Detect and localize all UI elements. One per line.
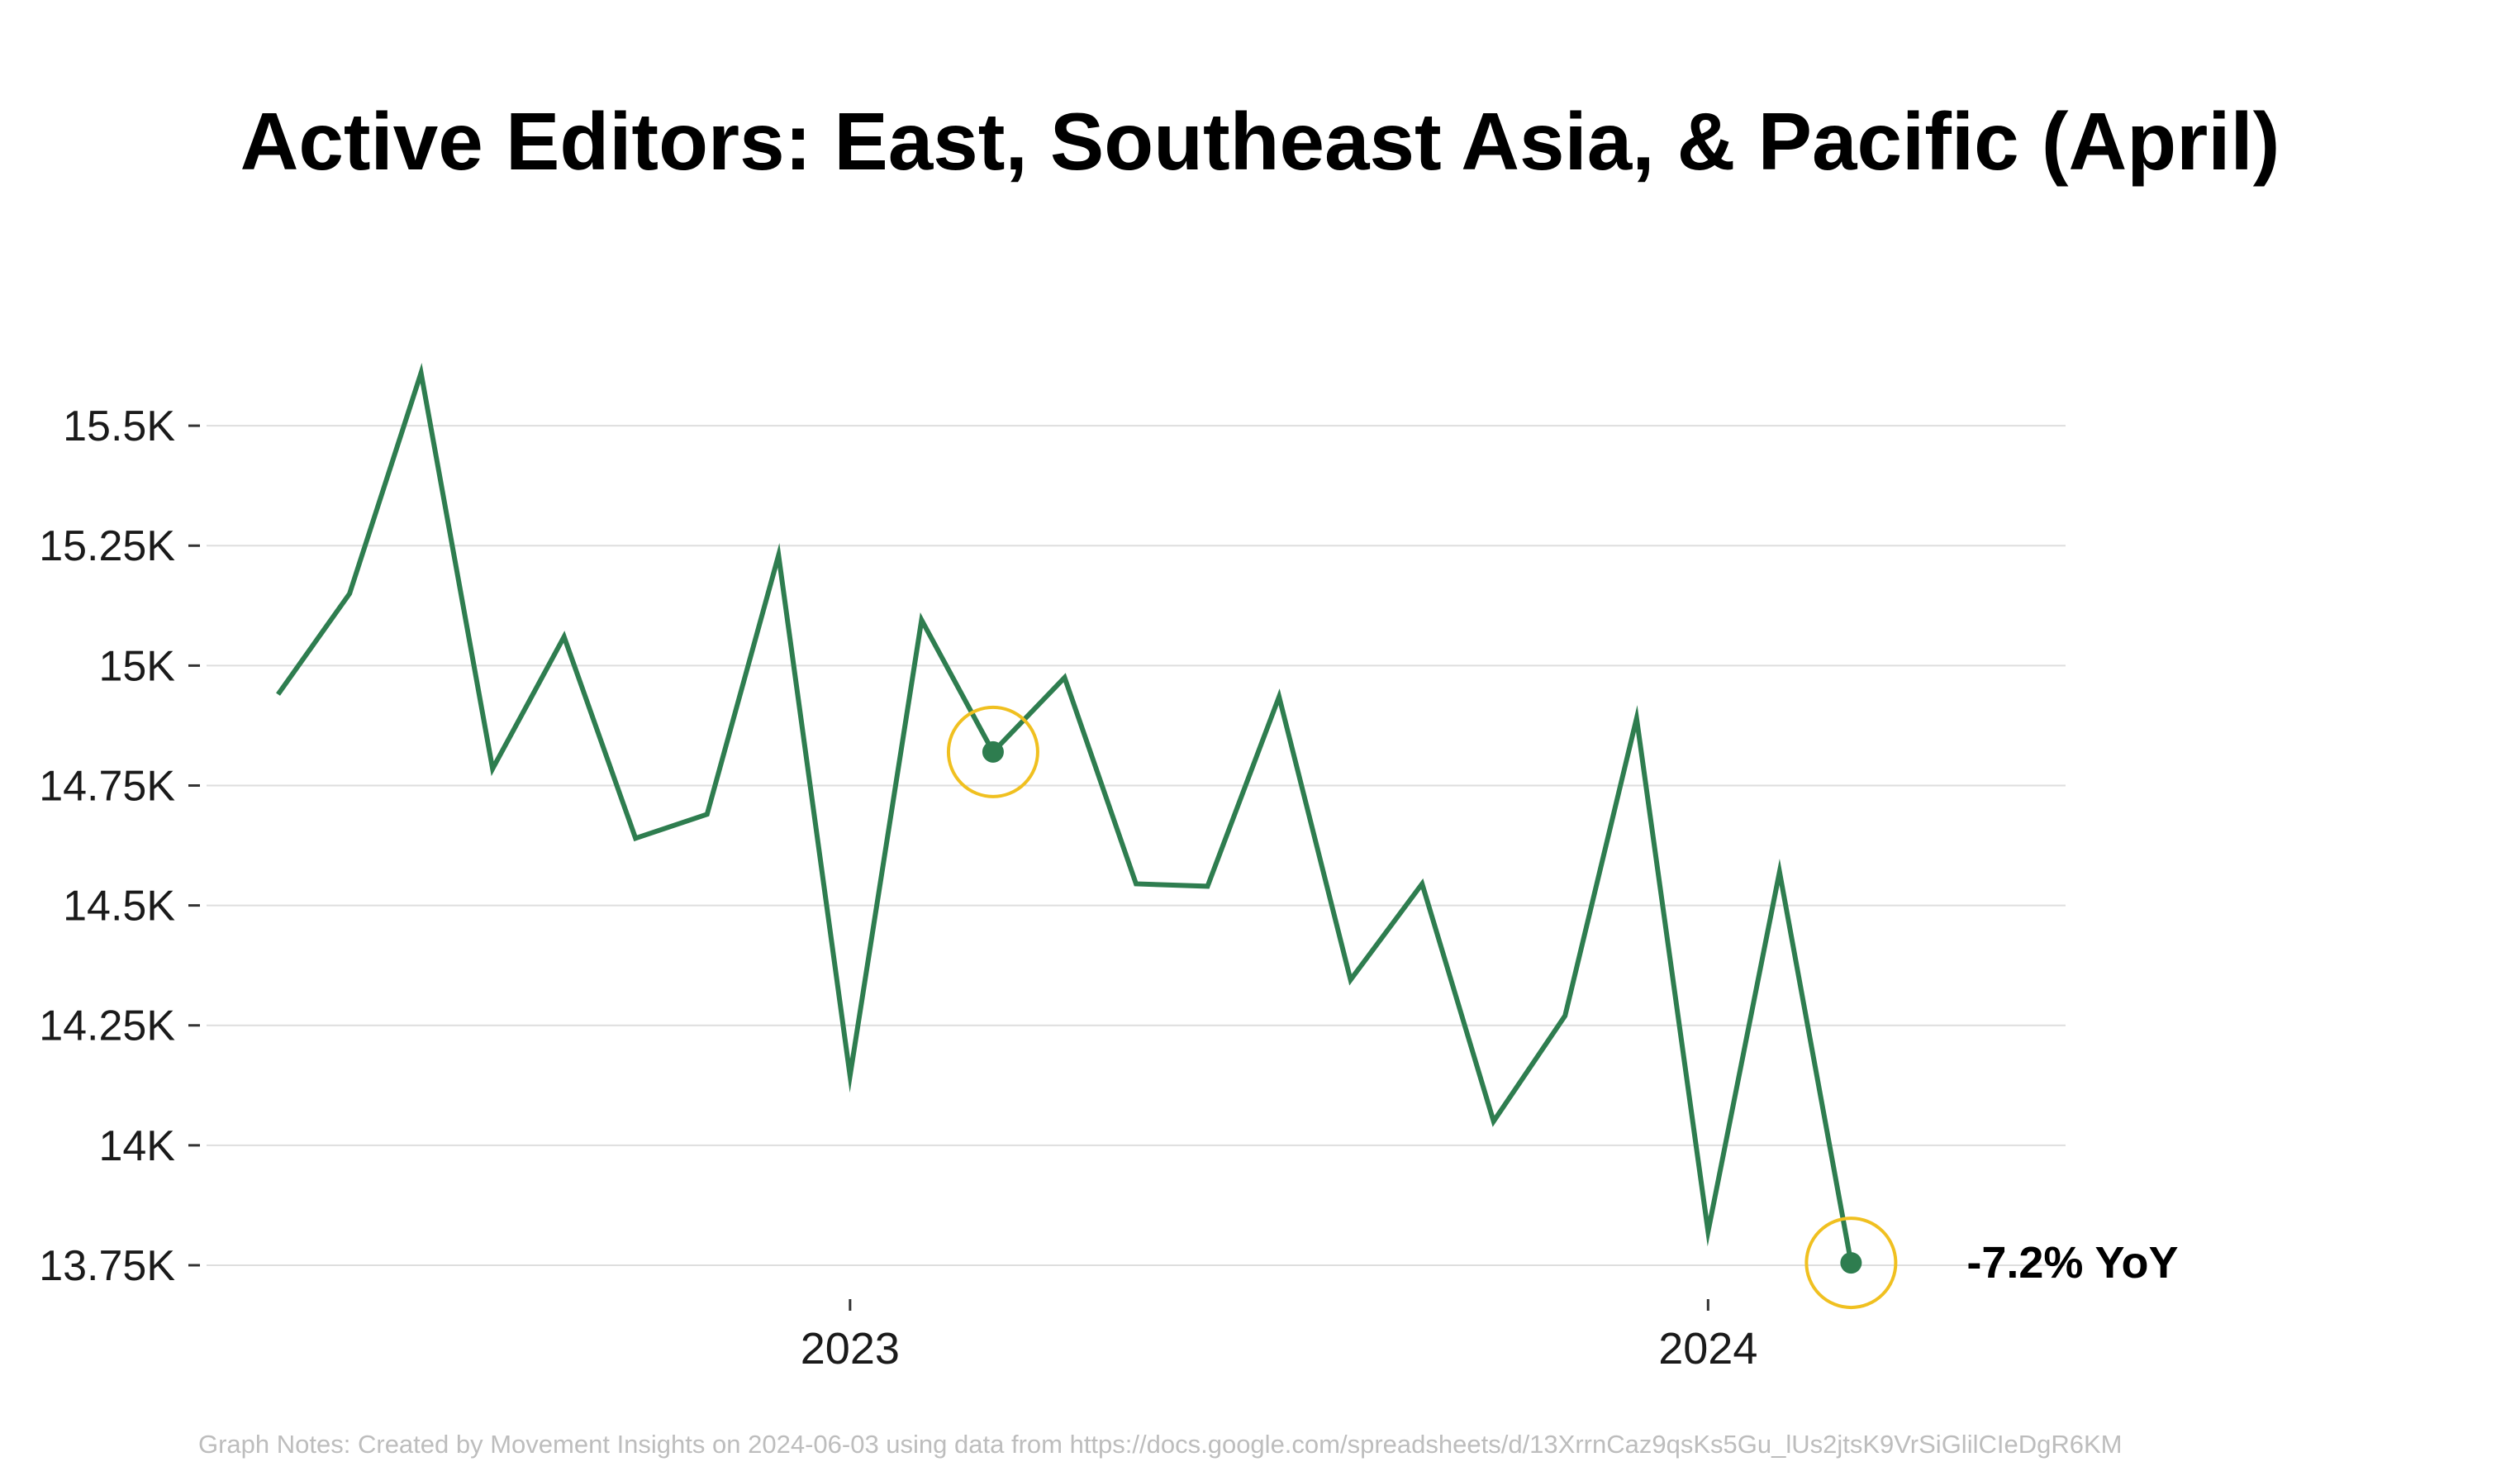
y-tick-label: 14.75K xyxy=(39,762,175,810)
yoy-annotation: -7.2% YoY xyxy=(1966,1238,2178,1288)
series-line xyxy=(276,363,1854,1264)
y-tick-label: 14.25K xyxy=(39,1002,175,1050)
y-tick-label: 15.25K xyxy=(39,522,175,570)
y-tick-label: 15K xyxy=(98,642,175,690)
y-tick-label: 14.5K xyxy=(63,883,175,931)
highlight-ring xyxy=(946,705,1039,798)
y-tick-label: 15.5K xyxy=(63,402,175,450)
x-tick-label: 2024 xyxy=(1658,1324,1757,1374)
grid xyxy=(207,425,2066,1266)
highlight-point xyxy=(982,740,1004,763)
chart-title: Active Editors: East, Southeast Asia, & … xyxy=(240,96,2280,187)
highlight-point xyxy=(1840,1252,1862,1274)
y-tick-label: 13.75K xyxy=(39,1242,175,1290)
graph-notes: Graph Notes: Created by Movement Insight… xyxy=(198,1430,2122,1459)
x-tick-label: 2023 xyxy=(801,1324,900,1374)
series-layer xyxy=(276,363,1854,1264)
y-tick-label: 14K xyxy=(98,1122,175,1170)
highlight-layer xyxy=(946,705,1898,1310)
y-axis: 13.75K 14K 14.25K 14.5K 14.75K 15K 15.25K 15.5K xyxy=(39,402,200,1290)
x-axis: 2023 2024 xyxy=(801,1299,1757,1374)
highlight-ring xyxy=(1804,1217,1898,1310)
